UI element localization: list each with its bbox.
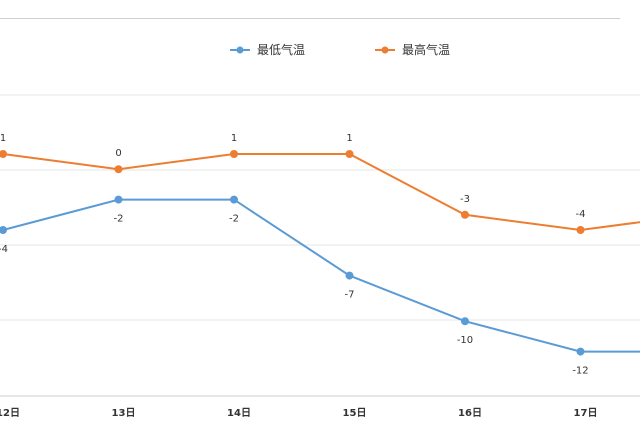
data-label: -4: [576, 209, 586, 220]
x-tick-label: 12日: [0, 407, 20, 419]
data-label: -10: [457, 335, 473, 346]
data-point: [230, 150, 238, 158]
series-low: -4-2-2-7-10-12-12: [0, 195, 640, 377]
data-point: [576, 226, 585, 234]
data-point: [114, 195, 123, 204]
x-tick-label: 14日: [227, 407, 251, 419]
data-label: 1: [346, 133, 352, 144]
x-tick-label: 13日: [112, 407, 136, 419]
data-point: [114, 165, 123, 174]
data-label: -2: [229, 214, 239, 225]
data-point: [345, 271, 354, 280]
legend-swatch-marker: [381, 46, 389, 54]
legend-item: 最高气温: [375, 42, 450, 57]
legend-label: 最高气温: [402, 42, 450, 57]
data-point: [0, 150, 7, 158]
data-point: [461, 317, 469, 326]
legend-swatch-marker: [236, 46, 244, 54]
x-tick-label: 17日: [574, 407, 598, 419]
x-tick-label: 16日: [458, 407, 482, 419]
gridlines: [0, 94, 640, 321]
x-tick-label: 15日: [343, 407, 367, 419]
legend: 最低气温 最高气温: [230, 42, 450, 57]
data-label: 0: [115, 148, 121, 159]
data-label: -12: [572, 366, 588, 377]
chart-top-border: [0, 18, 620, 19]
legend-item: 最低气温: [230, 42, 305, 57]
data-point: [230, 195, 238, 204]
series-line: [2, 198, 640, 353]
data-label: -7: [345, 290, 355, 301]
data-point: [345, 150, 354, 158]
data-point: [461, 210, 469, 219]
x-axis: 12日13日14日15日16日17日18日: [0, 395, 640, 419]
data-label: -2: [114, 214, 124, 225]
data-label: -3: [460, 194, 470, 205]
data-label: 1: [231, 133, 237, 144]
data-point: [576, 347, 585, 356]
legend-label: 最低气温: [257, 42, 305, 57]
data-point: [0, 226, 7, 234]
data-label: 1: [0, 133, 6, 144]
data-label: -4: [0, 244, 8, 255]
series-line: [2, 153, 640, 232]
